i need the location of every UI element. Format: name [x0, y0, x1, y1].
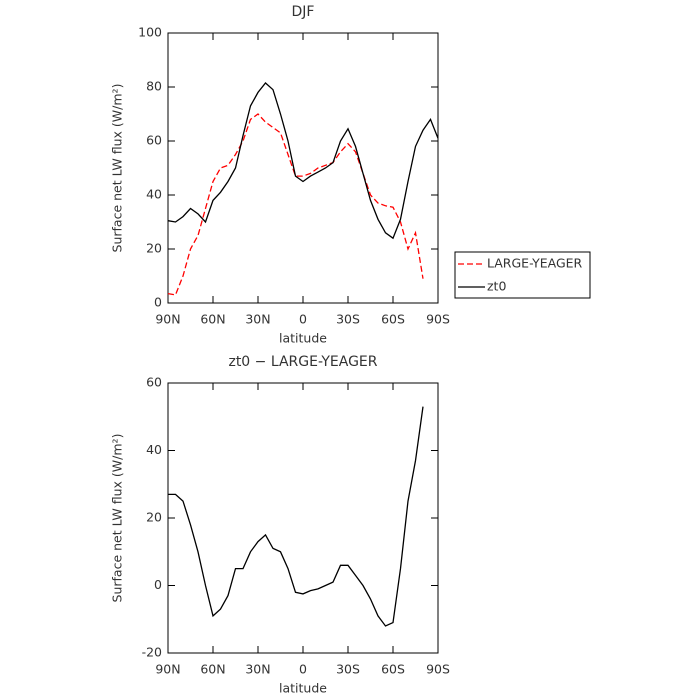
x-tick-label: 90N	[155, 662, 180, 677]
x-tick-label: 30S	[336, 312, 360, 327]
legend-label: LARGE-YEAGER	[487, 256, 583, 271]
x-tick-label: 0	[299, 312, 307, 327]
series-line	[167, 82, 439, 240]
y-tick-label: 100	[138, 25, 162, 40]
y-axis-label: Surface net LW flux (W/m²)	[110, 84, 125, 253]
x-axis-label: latitude	[279, 331, 327, 346]
y-tick-label: 60	[146, 375, 162, 390]
x-tick-label: 90S	[426, 662, 450, 677]
x-tick-label: 60S	[381, 312, 405, 327]
legend-label: zt0	[487, 279, 506, 294]
x-tick-label: 0	[299, 662, 307, 677]
y-tick-label: 20	[146, 241, 162, 256]
y-tick-label: 40	[146, 187, 162, 202]
x-tick-label: 30S	[336, 662, 360, 677]
x-tick-label: 30N	[245, 312, 270, 327]
plot-frame	[167, 382, 439, 654]
chart-title: DJF	[292, 4, 315, 20]
y-axis-label: Surface net LW flux (W/m²)	[110, 434, 125, 603]
y-tick-label: 20	[146, 510, 162, 525]
series-line	[168, 406, 424, 627]
x-tick-label: 60S	[381, 662, 405, 677]
plot-frame	[167, 32, 439, 304]
y-tick-label: 80	[146, 79, 162, 94]
x-tick-label: 60N	[200, 312, 225, 327]
y-tick-label: 0	[154, 295, 162, 310]
y-tick-label: 0	[154, 577, 162, 592]
y-tick-label: 60	[146, 133, 162, 148]
x-axis-label: latitude	[279, 681, 327, 696]
x-tick-label: 90S	[426, 312, 450, 327]
series-line	[167, 113, 424, 296]
y-tick-label: -20	[142, 645, 162, 660]
x-tick-label: 30N	[245, 662, 270, 677]
x-tick-label: 90N	[155, 312, 180, 327]
legend-box	[454, 251, 591, 299]
chart-title: zt0 − LARGE-YEAGER	[228, 354, 377, 370]
y-tick-label: 40	[146, 442, 162, 457]
x-tick-label: 60N	[200, 662, 225, 677]
